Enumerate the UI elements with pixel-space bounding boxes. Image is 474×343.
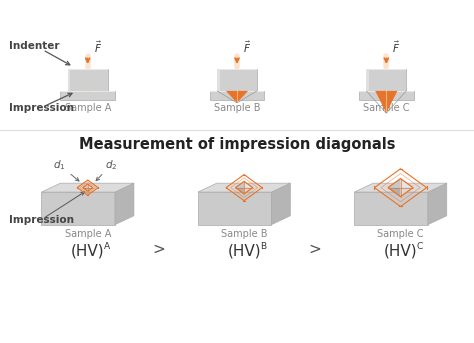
Text: >: > (153, 242, 165, 257)
Polygon shape (61, 91, 115, 100)
Polygon shape (244, 188, 253, 194)
Text: Impression: Impression (9, 214, 74, 225)
Text: Sample B: Sample B (221, 229, 267, 239)
Polygon shape (198, 183, 290, 192)
Text: $\vec{F}$: $\vec{F}$ (94, 39, 102, 55)
Polygon shape (42, 192, 115, 225)
Text: A: A (104, 242, 110, 251)
Text: Sample A: Sample A (64, 229, 111, 239)
Polygon shape (210, 91, 264, 100)
Text: $\vec{F}$: $\vec{F}$ (243, 39, 251, 55)
Polygon shape (198, 192, 271, 225)
Text: Measurement of impression diagonals: Measurement of impression diagonals (79, 137, 395, 152)
Polygon shape (82, 184, 88, 188)
Polygon shape (366, 69, 369, 91)
Polygon shape (67, 69, 108, 91)
Polygon shape (67, 69, 108, 70)
Text: Sample B: Sample B (214, 103, 260, 113)
Polygon shape (375, 91, 397, 113)
Polygon shape (42, 183, 134, 192)
Polygon shape (388, 179, 401, 188)
Polygon shape (359, 91, 413, 92)
Polygon shape (388, 188, 401, 197)
Text: $d_2$: $d_2$ (105, 158, 118, 172)
Polygon shape (401, 179, 413, 188)
Polygon shape (428, 183, 447, 225)
Polygon shape (366, 69, 406, 91)
Text: Sample C: Sample C (363, 103, 410, 113)
Polygon shape (244, 181, 253, 188)
Polygon shape (236, 188, 244, 194)
Polygon shape (354, 183, 447, 192)
Polygon shape (82, 188, 88, 191)
Polygon shape (88, 184, 93, 188)
Polygon shape (401, 188, 413, 197)
Text: Sample C: Sample C (377, 229, 424, 239)
Polygon shape (366, 69, 406, 70)
Text: B: B (260, 242, 266, 251)
Text: Indenter: Indenter (9, 41, 60, 51)
Polygon shape (354, 192, 428, 225)
Polygon shape (217, 69, 257, 70)
Text: (HV): (HV) (228, 244, 261, 259)
Polygon shape (61, 91, 115, 92)
Text: (HV): (HV) (384, 244, 417, 259)
Text: Sample A: Sample A (64, 103, 111, 113)
Polygon shape (210, 91, 264, 92)
Text: C: C (417, 242, 423, 251)
Polygon shape (236, 181, 244, 188)
Polygon shape (88, 188, 93, 191)
Text: $\vec{F}$: $\vec{F}$ (392, 39, 401, 55)
Text: (HV): (HV) (71, 244, 104, 259)
Text: >: > (309, 242, 321, 257)
Polygon shape (115, 183, 134, 225)
Polygon shape (217, 69, 219, 91)
Polygon shape (271, 183, 290, 225)
Polygon shape (217, 69, 257, 91)
Polygon shape (359, 91, 413, 100)
Text: Impression: Impression (9, 103, 74, 113)
Polygon shape (226, 91, 248, 103)
Text: $d_1$: $d_1$ (53, 158, 65, 172)
Polygon shape (67, 69, 70, 91)
